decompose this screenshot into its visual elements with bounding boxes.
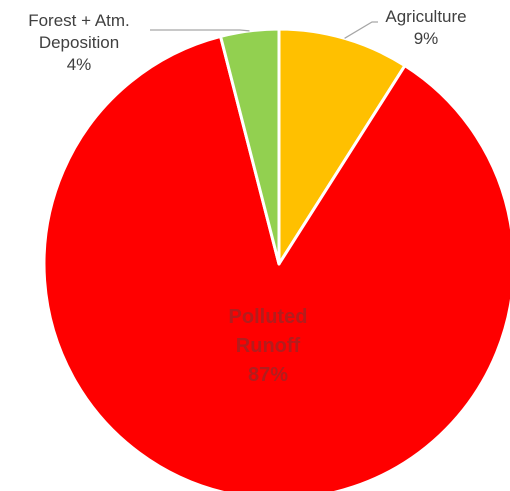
forest-label-line1: Forest + Atm. [28, 11, 130, 30]
pie-slices [42, 27, 510, 491]
forest-label-line2: Deposition [38, 33, 120, 52]
pie-slice-agriculture [277, 27, 407, 266]
leader-lines [150, 21, 378, 39]
forest-leader-line [150, 29, 250, 32]
pie-slice-forest-atm-deposition [219, 27, 281, 266]
forest-label-percent: 4% [66, 55, 92, 74]
agriculture-label: Agriculture 9% [366, 6, 486, 50]
agriculture-label-name: Agriculture [385, 7, 467, 26]
forest-label: Forest + Atm. Deposition 4% [4, 10, 154, 76]
runoff-label-line1: Polluted [228, 306, 308, 328]
agriculture-label-percent: 9% [413, 29, 439, 48]
agriculture-leader-line [344, 21, 378, 39]
runoff-label: Polluted Runoff 87% [188, 303, 348, 390]
pie-slice-polluted-runoff [42, 34, 510, 491]
runoff-label-percent: 87% [247, 364, 289, 386]
runoff-label-line2: Runoff [235, 335, 301, 357]
